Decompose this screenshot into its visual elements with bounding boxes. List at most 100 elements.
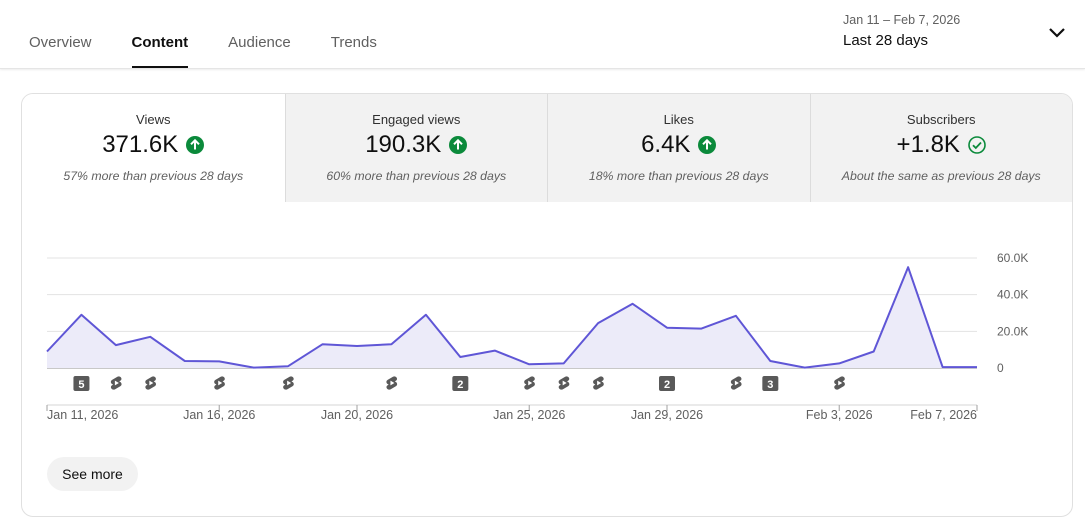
data-point — [217, 359, 221, 363]
data-point — [252, 366, 256, 370]
shorts-icon-play — [528, 380, 533, 386]
tab-audience[interactable]: Audience — [228, 0, 291, 68]
tab-audience-label: Audience — [228, 33, 291, 51]
data-point — [941, 365, 945, 369]
metric-tab-engaged-views[interactable]: Engaged views 190.3K 60% more than previ… — [284, 94, 548, 202]
arrow-up-circle-icon — [186, 136, 205, 154]
data-point — [321, 342, 325, 346]
tab-content[interactable]: Content — [131, 0, 189, 68]
shorts-icon — [524, 376, 535, 390]
metric-tab-subscribers[interactable]: Subscribers +1.8K About the same as prev… — [809, 94, 1072, 202]
x-tick-label: Feb 7, 2026 — [910, 408, 977, 422]
shorts-icon — [145, 376, 157, 390]
data-point — [699, 327, 703, 331]
data-point — [148, 335, 152, 339]
data-point — [975, 365, 979, 369]
upload-count-label: 3 — [767, 379, 773, 391]
shorts-icon — [834, 376, 845, 390]
metric-value-row: 371.6K — [22, 131, 285, 159]
shorts-icon-play — [734, 380, 739, 386]
metric-label: Likes — [663, 112, 694, 127]
metric-value: 6.4K — [641, 131, 691, 158]
shorts-icon-play — [597, 380, 602, 386]
y-tick-label: 20.0K — [997, 324, 1028, 338]
data-point — [114, 343, 118, 347]
date-preset-text: Last 28 days — [843, 32, 929, 49]
shorts-icon-play — [562, 380, 567, 386]
tab-overview[interactable]: Overview — [29, 0, 92, 68]
data-point — [493, 349, 497, 353]
upload-count-label: 2 — [664, 379, 670, 391]
data-point — [458, 355, 462, 359]
data-point — [665, 326, 669, 330]
data-point — [734, 314, 738, 318]
shorts-icon — [730, 376, 742, 390]
analytics-card: Views 371.6K 57% more than previous 28 d… — [21, 93, 1073, 517]
upload-count-label: 2 — [457, 379, 463, 391]
x-tick-label: Jan 11, 2026 — [47, 408, 118, 422]
upload-count-label: 5 — [78, 379, 84, 391]
metric-label: Subscribers — [906, 112, 976, 127]
date-range-text: Jan 11 – Feb 7, 2026 — [843, 13, 961, 27]
metric-comparison: 60% more than previous 28 days — [326, 169, 507, 183]
shorts-icon — [283, 376, 294, 390]
shorts-icon — [386, 376, 398, 390]
shorts-icon-play — [218, 380, 223, 386]
top-bar: Overview Content Audience Trends Jan 11 … — [0, 0, 1085, 69]
y-tick-label: 0 — [997, 361, 1004, 375]
metric-tab-likes[interactable]: Likes 6.4K 18% more than previous 28 day… — [547, 94, 810, 202]
metric-comparison: 18% more than previous 28 days — [588, 169, 769, 183]
data-point — [872, 350, 876, 354]
tab-trends-label: Trends — [330, 33, 377, 51]
upload-count-marker — [452, 376, 469, 391]
data-point — [562, 361, 566, 365]
tab-overview-label: Overview — [29, 33, 92, 51]
series-area — [47, 267, 977, 368]
date-range-picker[interactable]: Jan 11 – Feb 7, 2026 Last 28 days — [843, 13, 960, 49]
views-chart[interactable]: 0 20.0K 40.0K 60.0K 5 2 2 3 Jan 11, 2026 Jan 16, … — [22, 94, 1072, 454]
data-point — [286, 364, 290, 368]
series-line — [46, 266, 977, 369]
chevron-down-icon[interactable] — [1047, 25, 1067, 41]
metric-value-row: 6.4K — [548, 131, 810, 159]
y-tick-label: 40.0K — [997, 288, 1028, 302]
shorts-icon — [110, 376, 122, 390]
shorts-icon-play — [838, 380, 843, 386]
data-point — [803, 366, 807, 370]
tab-bar: Overview Content Audience Trends — [29, 0, 417, 68]
data-point — [79, 313, 83, 317]
metric-tab-views[interactable]: Views 371.6K 57% more than previous 28 d… — [22, 94, 285, 202]
data-point — [45, 350, 49, 354]
x-tick-label: Jan 20, 2026 — [321, 408, 393, 422]
metric-value: 190.3K — [365, 131, 442, 158]
data-point — [424, 313, 428, 317]
tab-trends[interactable]: Trends — [331, 0, 377, 68]
check-circle-icon — [968, 136, 986, 154]
x-tick-label: Jan 16, 2026 — [183, 408, 255, 422]
metric-value-row: 190.3K — [286, 131, 548, 159]
data-point — [596, 321, 600, 325]
shorts-icon — [593, 376, 604, 390]
x-tick-label: Jan 25, 2026 — [493, 408, 565, 422]
metric-tabs: Views 371.6K 57% more than previous 28 d… — [22, 94, 1072, 202]
shorts-icon — [214, 376, 225, 390]
x-tick-label: Feb 3, 2026 — [806, 408, 873, 422]
see-more-button[interactable]: See more — [47, 457, 138, 491]
tab-content-label: Content — [131, 33, 189, 51]
metric-label: Engaged views — [372, 112, 461, 127]
metric-value: 371.6K — [102, 131, 179, 158]
arrow-up-circle-icon — [698, 136, 717, 154]
data-point — [183, 359, 187, 363]
data-point — [768, 359, 772, 363]
data-point — [906, 265, 910, 269]
upload-count-marker — [762, 376, 779, 391]
y-tick-label: 60.0K — [997, 251, 1028, 265]
shorts-icon-play — [390, 380, 395, 386]
data-point — [355, 344, 359, 348]
data-point — [631, 302, 635, 306]
shorts-icon-play — [114, 380, 119, 386]
metric-label: Views — [136, 112, 171, 127]
data-point — [837, 361, 841, 365]
arrow-up-circle-icon — [449, 136, 468, 154]
upload-count-marker — [73, 376, 90, 391]
